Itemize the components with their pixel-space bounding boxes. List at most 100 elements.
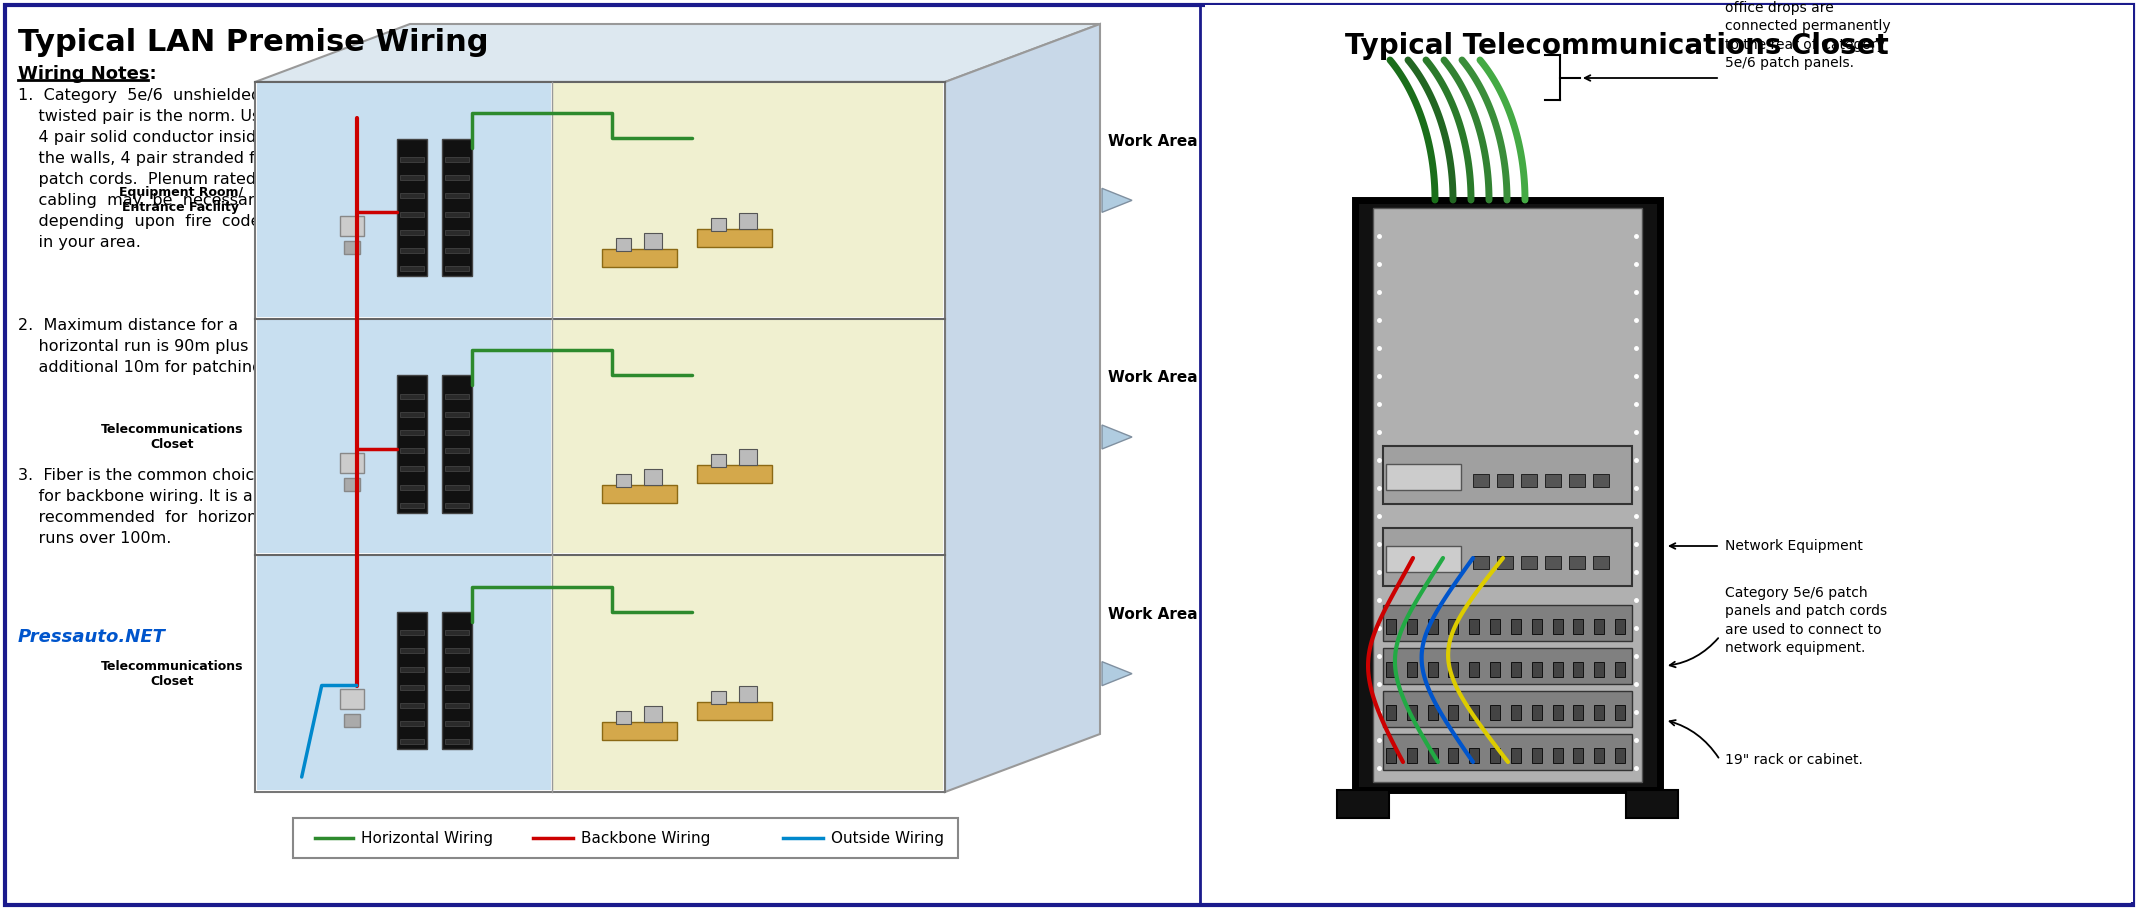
FancyBboxPatch shape — [1385, 748, 1396, 763]
FancyBboxPatch shape — [1407, 748, 1417, 763]
FancyBboxPatch shape — [1552, 748, 1563, 763]
Polygon shape — [344, 478, 359, 490]
Polygon shape — [1101, 425, 1131, 449]
Text: Equipment Room/
Entrance Facility: Equipment Room/ Entrance Facility — [120, 187, 244, 215]
Polygon shape — [1101, 662, 1131, 685]
FancyBboxPatch shape — [1447, 662, 1458, 677]
Polygon shape — [445, 740, 468, 744]
FancyBboxPatch shape — [1385, 546, 1460, 572]
Polygon shape — [257, 319, 552, 553]
FancyBboxPatch shape — [1469, 619, 1479, 634]
Polygon shape — [400, 430, 423, 435]
Polygon shape — [601, 485, 678, 503]
FancyBboxPatch shape — [1355, 200, 1659, 790]
Polygon shape — [340, 452, 363, 472]
Polygon shape — [443, 376, 472, 512]
FancyBboxPatch shape — [293, 818, 958, 858]
Polygon shape — [400, 175, 423, 180]
Text: Work Area: Work Area — [1107, 370, 1197, 385]
Polygon shape — [344, 241, 359, 254]
FancyBboxPatch shape — [1407, 705, 1417, 720]
FancyBboxPatch shape — [1407, 662, 1417, 677]
Polygon shape — [445, 667, 468, 672]
Polygon shape — [400, 248, 423, 253]
Polygon shape — [340, 216, 363, 236]
FancyBboxPatch shape — [1569, 556, 1584, 569]
Polygon shape — [445, 412, 468, 417]
Text: Work Area: Work Area — [1107, 134, 1197, 148]
Polygon shape — [400, 740, 423, 744]
FancyBboxPatch shape — [4, 5, 2134, 905]
FancyBboxPatch shape — [1490, 619, 1501, 634]
Polygon shape — [398, 139, 428, 276]
Polygon shape — [400, 722, 423, 726]
Polygon shape — [443, 612, 472, 750]
Polygon shape — [697, 228, 772, 247]
FancyBboxPatch shape — [1552, 662, 1563, 677]
FancyBboxPatch shape — [1473, 474, 1488, 487]
FancyBboxPatch shape — [1383, 691, 1631, 727]
Polygon shape — [445, 449, 468, 453]
Polygon shape — [400, 449, 423, 453]
Text: Horizontal runs to
office drops are
connected permanently
to the rear of Categor: Horizontal runs to office drops are conn… — [1725, 0, 1890, 70]
Text: Category 5e/6 patch
panels and patch cords
are used to connect to
network equipm: Category 5e/6 patch panels and patch cor… — [1725, 586, 1888, 655]
Polygon shape — [445, 685, 468, 690]
Polygon shape — [400, 631, 423, 635]
FancyBboxPatch shape — [1469, 662, 1479, 677]
FancyBboxPatch shape — [1574, 662, 1584, 677]
Text: Backbone Wiring: Backbone Wiring — [582, 831, 710, 845]
Polygon shape — [554, 556, 943, 790]
Polygon shape — [400, 484, 423, 490]
FancyBboxPatch shape — [1512, 619, 1520, 634]
FancyBboxPatch shape — [1383, 446, 1631, 504]
FancyBboxPatch shape — [1574, 619, 1584, 634]
Polygon shape — [400, 703, 423, 708]
FancyBboxPatch shape — [1428, 662, 1437, 677]
Polygon shape — [740, 213, 757, 228]
Polygon shape — [344, 714, 359, 727]
Text: Telecommunications
Closet: Telecommunications Closet — [100, 423, 244, 451]
Polygon shape — [601, 722, 678, 740]
FancyBboxPatch shape — [1407, 619, 1417, 634]
Text: Typical Telecommunications Closet: Typical Telecommunications Closet — [1345, 32, 1888, 60]
FancyBboxPatch shape — [1512, 748, 1520, 763]
FancyBboxPatch shape — [1428, 705, 1437, 720]
Polygon shape — [445, 248, 468, 253]
FancyBboxPatch shape — [1593, 556, 1610, 569]
Text: 3.  Fiber is the common choice
    for backbone wiring. It is also
    recommend: 3. Fiber is the common choice for backbo… — [17, 468, 278, 546]
Text: Typical LAN Premise Wiring: Typical LAN Premise Wiring — [17, 28, 487, 57]
FancyBboxPatch shape — [1531, 748, 1541, 763]
FancyBboxPatch shape — [1520, 556, 1537, 569]
FancyBboxPatch shape — [1569, 474, 1584, 487]
Polygon shape — [945, 24, 1099, 792]
Text: Network Equipment: Network Equipment — [1725, 539, 1862, 553]
FancyBboxPatch shape — [1595, 662, 1604, 677]
Polygon shape — [445, 394, 468, 399]
FancyBboxPatch shape — [1497, 556, 1514, 569]
Polygon shape — [400, 685, 423, 690]
Text: Outside Wiring: Outside Wiring — [832, 831, 945, 845]
FancyBboxPatch shape — [1614, 748, 1625, 763]
Polygon shape — [400, 157, 423, 162]
Polygon shape — [554, 83, 943, 317]
Polygon shape — [398, 612, 428, 750]
Polygon shape — [400, 229, 423, 235]
Polygon shape — [697, 465, 772, 483]
Polygon shape — [400, 266, 423, 271]
Polygon shape — [740, 450, 757, 465]
Polygon shape — [445, 631, 468, 635]
Polygon shape — [445, 157, 468, 162]
FancyBboxPatch shape — [1531, 619, 1541, 634]
Polygon shape — [400, 211, 423, 217]
FancyBboxPatch shape — [1546, 556, 1561, 569]
Text: Work Area: Work Area — [1107, 607, 1197, 622]
Polygon shape — [445, 430, 468, 435]
FancyBboxPatch shape — [1512, 705, 1520, 720]
Polygon shape — [710, 691, 725, 704]
Text: 2.  Maximum distance for a
    horizontal run is 90m plus an
    additional 10m : 2. Maximum distance for a horizontal run… — [17, 318, 274, 375]
Text: Horizontal Wiring: Horizontal Wiring — [361, 831, 494, 845]
Polygon shape — [445, 649, 468, 653]
Polygon shape — [644, 706, 661, 722]
FancyBboxPatch shape — [1595, 748, 1604, 763]
FancyBboxPatch shape — [1206, 5, 2134, 902]
